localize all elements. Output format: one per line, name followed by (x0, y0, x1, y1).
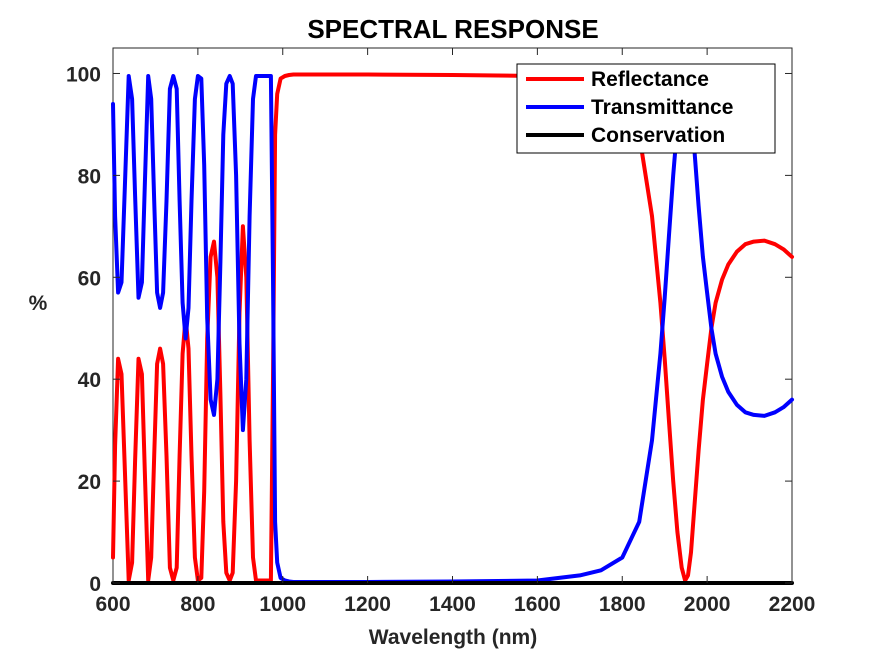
x-tick-label-2000: 2000 (684, 593, 731, 616)
y-tick-label-0: 0 (89, 573, 101, 596)
chart-title: SPECTRAL RESPONSE (307, 14, 598, 44)
y-tick-label-100: 100 (66, 63, 101, 86)
y-tick-label-60: 60 (78, 267, 101, 290)
x-axis-label: Wavelength (nm) (369, 626, 537, 649)
y-tick-label-80: 80 (78, 165, 101, 188)
x-tick-label-1400: 1400 (429, 593, 476, 616)
legend-label-transmittance: Transmittance (591, 96, 733, 119)
legend-label-conservation: Conservation (591, 124, 725, 147)
y-tick-label-20: 20 (78, 471, 101, 494)
y-tick-label-40: 40 (78, 369, 101, 392)
x-tick-label-1200: 1200 (344, 593, 391, 616)
y-axis-label: % (29, 292, 48, 315)
legend: Reflectance Transmittance Conservation (516, 63, 776, 154)
x-tick-label-2200: 2200 (769, 593, 816, 616)
series-line-reflectance (111, 72, 794, 583)
ticks-layer: 600 800 1000 1200 1400 1600 1800 2000 2200 0 20 40 6… (66, 48, 815, 616)
x-tick-label-600: 600 (95, 593, 130, 616)
x-tick-label-800: 800 (180, 593, 215, 616)
x-tick-label-1800: 1800 (599, 593, 646, 616)
x-tick-label-1600: 1600 (514, 593, 561, 616)
x-tick-label-1000: 1000 (259, 593, 306, 616)
legend-label-reflectance: Reflectance (591, 68, 709, 91)
